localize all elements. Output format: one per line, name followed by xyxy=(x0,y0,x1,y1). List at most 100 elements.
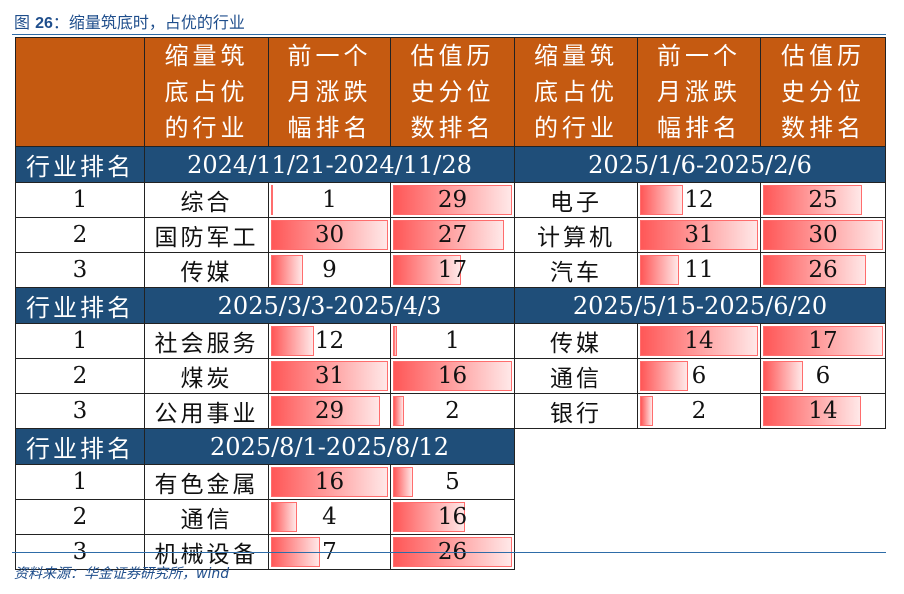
top-rule xyxy=(12,34,886,35)
momentum-data-bar xyxy=(271,502,298,532)
momentum-value: 16 xyxy=(314,469,345,495)
industry: 传媒 xyxy=(144,252,269,288)
rank-label: 行业排名 xyxy=(15,287,145,324)
valuation-data-bar xyxy=(763,361,803,391)
industry: 通信 xyxy=(514,358,638,394)
table-row: 2 国防军工 30 27 计算机 31 30 xyxy=(15,217,886,253)
momentum-value: 30 xyxy=(314,222,345,248)
valuation-value: 6 xyxy=(815,363,831,389)
industry: 传媒 xyxy=(514,323,638,359)
rank: 3 xyxy=(15,252,145,288)
valuation-cell: 30 xyxy=(760,217,886,253)
momentum-value: 9 xyxy=(322,257,337,283)
momentum-data-bar xyxy=(271,185,273,215)
momentum-data-bar xyxy=(640,185,684,215)
valuation-data-bar xyxy=(763,185,863,215)
valuation-value: 2 xyxy=(445,398,460,424)
industry: 有色金属 xyxy=(144,464,269,500)
valuation-data-bar xyxy=(393,467,413,497)
momentum-cell: 11 xyxy=(637,252,761,288)
table-row: 2 煤炭 31 16 通信 6 6 xyxy=(15,358,886,394)
momentum-value: 1 xyxy=(322,187,337,213)
rank: 1 xyxy=(15,182,145,218)
rank-label: 行业排名 xyxy=(15,146,145,183)
valuation-cell: 25 xyxy=(760,182,886,218)
momentum-cell: 9 xyxy=(268,252,391,288)
rank: 2 xyxy=(15,217,145,253)
valuation-value: 16 xyxy=(437,504,468,530)
industry: 银行 xyxy=(514,393,638,429)
industry: 通信 xyxy=(144,499,269,535)
valuation-value: 16 xyxy=(437,363,468,389)
table-row: 1 社会服务 12 1 传媒 14 17 xyxy=(15,323,886,359)
period-label: 2024/11/21-2024/11/28 xyxy=(144,146,515,183)
momentum-data-bar xyxy=(271,396,381,426)
momentum-data-bar xyxy=(640,361,689,391)
valuation-cell: 1 xyxy=(390,323,515,359)
momentum-value: 31 xyxy=(684,222,714,248)
valuation-value: 30 xyxy=(808,222,838,248)
table-row: 1 有色金属 16 5 xyxy=(15,464,886,500)
header-blank xyxy=(15,37,145,147)
industry: 计算机 xyxy=(514,217,638,253)
momentum-data-bar xyxy=(271,467,388,497)
section-row: 行业排名 2025/8/1-2025/8/12 xyxy=(15,428,886,570)
valuation-cell: 17 xyxy=(390,252,515,288)
momentum-cell: 14 xyxy=(637,323,761,359)
rank: 2 xyxy=(15,358,145,394)
momentum-cell: 12 xyxy=(637,182,761,218)
valuation-value: 29 xyxy=(437,187,468,213)
period-label: 2025/8/1-2025/8/12 xyxy=(144,428,515,465)
valuation-value: 17 xyxy=(808,328,838,354)
momentum-cell: 30 xyxy=(268,217,391,253)
momentum-cell: 31 xyxy=(268,358,391,394)
header-momentum: 前一个月涨跌幅排名 xyxy=(637,37,761,147)
period-label: 2025/3/3-2025/4/3 xyxy=(144,287,515,324)
period-label: 2025/1/6-2025/2/6 xyxy=(514,146,886,183)
industry-table: 缩量筑底占优的行业 前一个月涨跌幅排名 估值历史分位数排名 缩量筑底占优的行业 前一个月… xyxy=(15,37,886,570)
empty-area xyxy=(514,428,886,570)
source-note: 资料来源：华金证券研究所，wind xyxy=(14,566,230,582)
rank: 1 xyxy=(15,323,145,359)
momentum-cell: 2 xyxy=(637,393,761,429)
momentum-cell: 6 xyxy=(637,358,761,394)
momentum-cell: 31 xyxy=(637,217,761,253)
momentum-value: 31 xyxy=(314,363,345,389)
rank: 3 xyxy=(15,393,145,429)
rank: 1 xyxy=(15,464,145,500)
valuation-value: 25 xyxy=(808,187,838,213)
valuation-cell: 29 xyxy=(390,182,515,218)
valuation-cell: 14 xyxy=(760,393,886,429)
momentum-cell: 4 xyxy=(268,499,391,535)
valuation-data-bar xyxy=(393,220,504,250)
industry: 煤炭 xyxy=(144,358,269,394)
table-row: 3 传媒 9 17 汽车 11 26 xyxy=(15,252,886,288)
valuation-value: 14 xyxy=(808,398,838,424)
valuation-cell: 16 xyxy=(390,358,515,394)
valuation-value: 17 xyxy=(437,257,468,283)
momentum-data-bar xyxy=(271,255,304,285)
valuation-cell: 5 xyxy=(390,464,515,500)
momentum-value: 6 xyxy=(691,363,707,389)
valuation-value: 5 xyxy=(445,469,460,495)
rank: 2 xyxy=(15,499,145,535)
header-valuation: 估值历史分位数排名 xyxy=(760,37,886,147)
momentum-value: 14 xyxy=(684,328,714,354)
momentum-value: 29 xyxy=(314,398,345,424)
valuation-value: 1 xyxy=(445,328,460,354)
bottom-rule xyxy=(12,552,886,553)
industry: 汽车 xyxy=(514,252,638,288)
momentum-cell: 16 xyxy=(268,464,391,500)
header-row: 缩量筑底占优的行业 前一个月涨跌幅排名 估值历史分位数排名 缩量筑底占优的行业 前一个月… xyxy=(15,37,886,147)
valuation-value: 26 xyxy=(808,257,838,283)
valuation-data-bar xyxy=(393,326,397,356)
valuation-data-bar xyxy=(763,396,862,426)
valuation-value: 27 xyxy=(437,222,468,248)
figure-title: 图 26：缩量筑底时，占优的行业 xyxy=(14,13,245,32)
industry: 电子 xyxy=(514,182,638,218)
momentum-data-bar xyxy=(271,326,314,356)
section-row: 行业排名 2024/11/21-2024/11/28 2025/1/6-2025/2… xyxy=(15,146,886,183)
valuation-data-bar xyxy=(763,255,867,285)
industry: 社会服务 xyxy=(144,323,269,359)
header-momentum: 前一个月涨跌幅排名 xyxy=(268,37,391,147)
